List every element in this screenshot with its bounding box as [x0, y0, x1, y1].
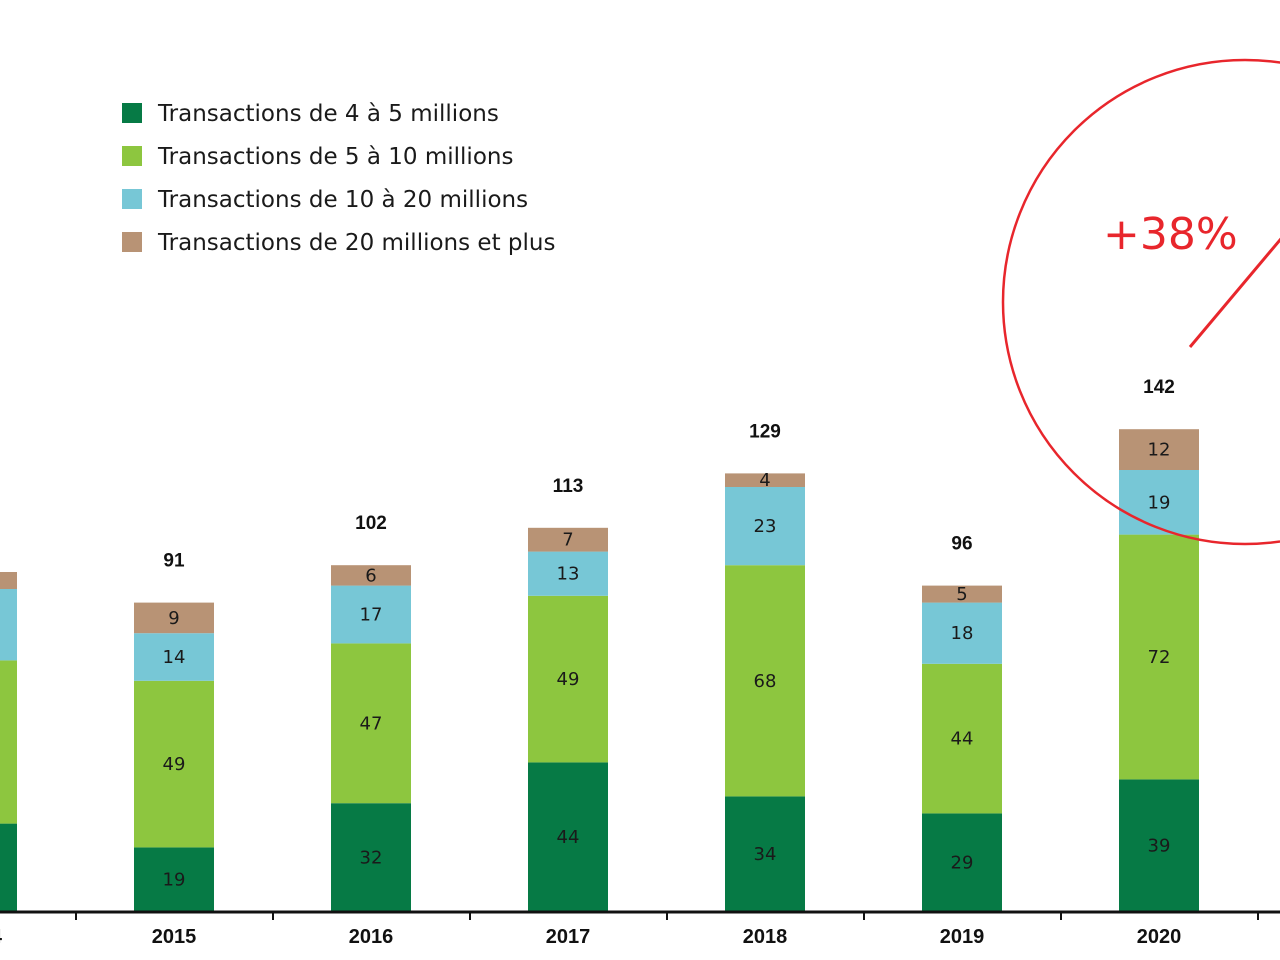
legend-swatch-3 — [122, 232, 142, 252]
segment-label-2017-s2: 13 — [557, 564, 580, 585]
legend-label-1: Transactions de 5 à 10 millions — [157, 144, 513, 170]
segment-label-2016-s1: 47 — [360, 713, 383, 734]
bar-segment-2014-s3 — [0, 572, 17, 589]
bars-layer: 19 49 14 9 91 32 47 17 6 102 44 49 13 7 113 34 68 23 4 129 2… — [0, 377, 1199, 912]
total-label-2017: 113 — [553, 476, 584, 497]
bar-segment-2020-s0 — [1119, 779, 1199, 912]
legend-label-3: Transactions de 20 millions et plus — [157, 230, 555, 256]
tick-label-2018: 2018 — [743, 926, 788, 948]
tick-label-2015: 2015 — [152, 926, 197, 948]
segment-label-2018-s0: 34 — [754, 844, 777, 865]
bar-segment-2017-s3 — [528, 527, 608, 552]
x-axis: 4 2015 2016 2017 2018 2019 2020 — [0, 910, 1280, 948]
bar-segment-2020-s1 — [1119, 534, 1199, 780]
bar-segment-2017-s0 — [528, 762, 608, 912]
bar-segment-2014-s0 — [0, 823, 17, 912]
segment-label-2020-s1: 72 — [1148, 647, 1171, 668]
total-label-2019: 96 — [951, 534, 972, 555]
segment-label-2015-s2: 14 — [163, 647, 186, 668]
segment-label-2019-s3: 5 — [956, 584, 967, 605]
segment-label-2017-s3: 7 — [562, 530, 573, 551]
bar-segment-2017-s2 — [528, 551, 608, 596]
legend-swatch-0 — [122, 103, 142, 123]
bar-segment-2019-s3 — [922, 585, 1002, 603]
segment-label-2016-s0: 32 — [360, 848, 383, 869]
tick-label-2017: 2017 — [546, 926, 591, 948]
segment-label-2017-s0: 44 — [557, 827, 580, 848]
bar-segment-2016-s2 — [331, 585, 411, 644]
annotation-text: +38% — [1103, 209, 1238, 260]
segment-label-2020-s2: 19 — [1148, 492, 1171, 513]
tick-label-2014: 4 — [0, 926, 3, 948]
segment-label-2015-s0: 19 — [163, 870, 186, 891]
legend-swatch-2 — [122, 189, 142, 209]
segment-label-2015-s3: 9 — [168, 608, 179, 629]
bar-segment-2016-s1 — [331, 643, 411, 804]
segment-label-2020-s3: 12 — [1148, 440, 1171, 461]
bar-segment-2015-s2 — [134, 633, 214, 681]
annotation-circle — [1001, 58, 1280, 546]
segment-label-2016-s3: 6 — [365, 565, 376, 586]
bar-segment-2016-s3 — [331, 565, 411, 586]
segment-label-2019-s0: 29 — [951, 853, 974, 874]
total-label-2020: 142 — [1143, 377, 1175, 398]
growth-annotation: +38% — [1001, 58, 1280, 546]
legend-swatch-1 — [122, 146, 142, 166]
legend-label-0: Transactions de 4 à 5 millions — [157, 101, 499, 127]
bar-segment-2018-s1 — [725, 565, 805, 797]
bar-segment-2017-s1 — [528, 595, 608, 763]
total-label-2016: 102 — [355, 513, 387, 534]
segment-label-2015-s1: 49 — [163, 754, 186, 775]
bar-segment-2018-s2 — [725, 487, 805, 566]
bar-segment-2020-s3 — [1119, 429, 1199, 470]
tick-label-2020: 2020 — [1137, 926, 1182, 948]
bar-segment-2015-s1 — [134, 680, 214, 848]
annotation-arrow — [1188, 237, 1280, 348]
bar-segment-2019-s1 — [922, 663, 1002, 814]
segment-label-2017-s1: 49 — [557, 669, 580, 690]
legend: Transactions de 4 à 5 millions Transactio… — [122, 101, 555, 256]
tick-label-2016: 2016 — [349, 926, 394, 948]
segment-label-2019-s2: 18 — [951, 623, 974, 644]
segment-label-2018-s3: 4 — [759, 470, 770, 491]
bar-segment-2015-s0 — [134, 847, 214, 912]
bar-segment-2016-s0 — [331, 803, 411, 912]
bar-segment-2019-s2 — [922, 602, 1002, 664]
bar-segment-2018-s3 — [725, 473, 805, 487]
segment-label-2019-s1: 44 — [951, 729, 974, 750]
segment-label-2018-s2: 23 — [754, 516, 777, 537]
segment-label-2020-s0: 39 — [1148, 836, 1171, 857]
bar-segment-2019-s0 — [922, 813, 1002, 912]
segment-label-2016-s2: 17 — [360, 605, 383, 626]
bar-segment-2014-s1 — [0, 660, 17, 824]
total-label-2015: 91 — [163, 551, 185, 572]
bar-segment-2015-s3 — [134, 602, 214, 634]
tick-label-2019: 2019 — [940, 926, 985, 948]
legend-label-2: Transactions de 10 à 20 millions — [157, 187, 528, 213]
bar-segment-2018-s0 — [725, 796, 805, 912]
segment-label-2018-s1: 68 — [754, 671, 777, 692]
bar-segment-2020-s2 — [1119, 470, 1199, 535]
total-label-2018: 129 — [749, 421, 781, 442]
bar-segment-2014-s2 — [0, 589, 17, 661]
